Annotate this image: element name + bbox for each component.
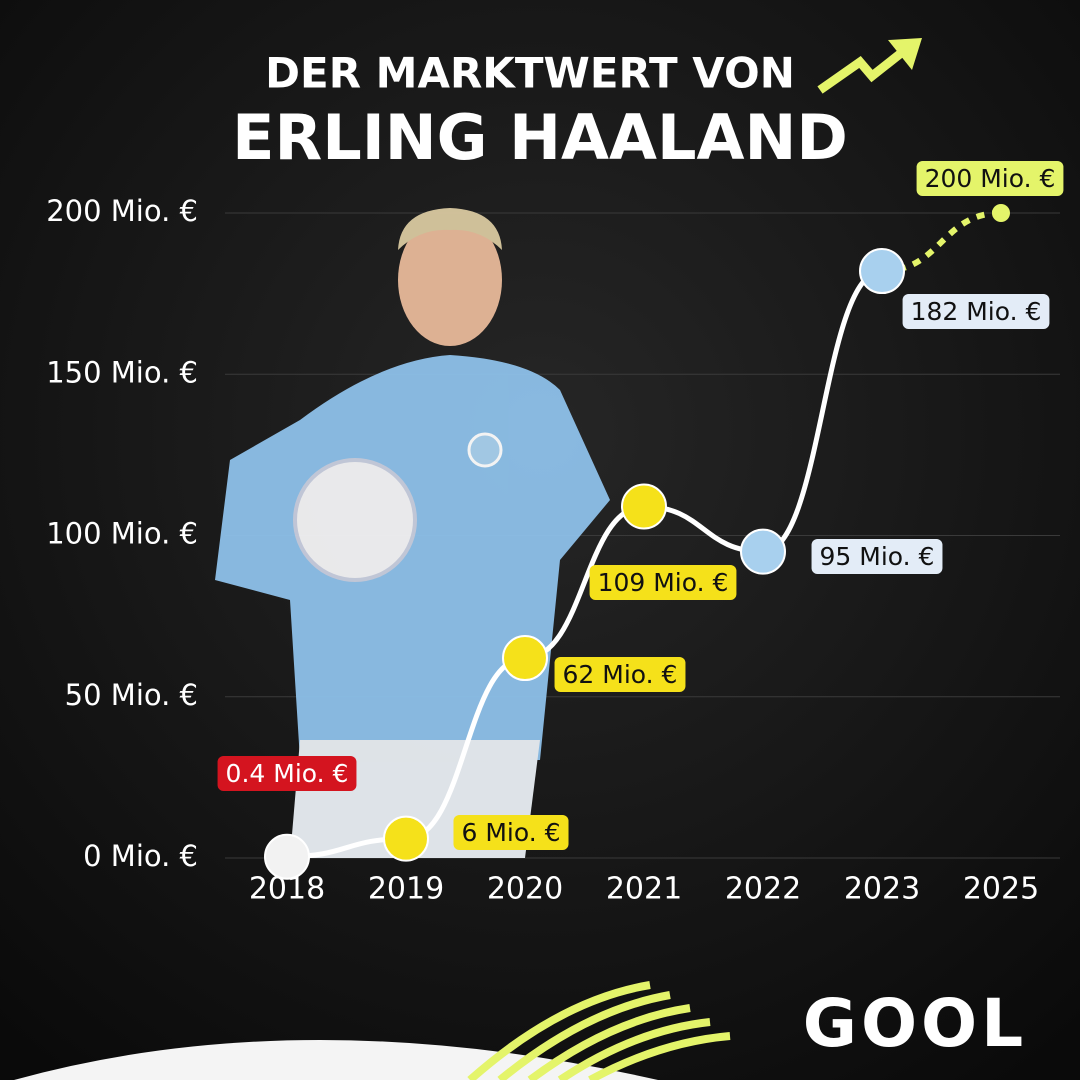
decor-wave <box>14 1040 658 1080</box>
trend-arrow-head <box>888 38 922 70</box>
trend-arrow <box>817 46 908 94</box>
value-label-box <box>217 756 357 791</box>
value-label: 109 Mio. € <box>598 568 729 597</box>
value-label: 0.4 Mio. € <box>226 759 349 788</box>
point-marker <box>992 204 1010 222</box>
point-marker <box>740 528 786 575</box>
point-marker <box>264 833 310 880</box>
value-label: 6 Mio. € <box>461 818 560 847</box>
value-label-box <box>453 815 569 850</box>
value-label-box <box>916 161 1064 196</box>
decor-stripes <box>467 981 731 1080</box>
point-marker <box>383 815 429 862</box>
value-label: 182 Mio. € <box>911 297 1042 326</box>
x-tick-label: 2023 <box>844 872 920 907</box>
x-tick-label: 2025 <box>963 872 1039 907</box>
y-tick-label: 50 Mio. € <box>65 678 198 712</box>
point-marker <box>621 483 667 530</box>
value-label: 200 Mio. € <box>925 164 1056 193</box>
point-marker <box>502 635 548 682</box>
brand-logo: GOOL <box>803 985 1027 1062</box>
y-tick-label: 100 Mio. € <box>46 517 198 551</box>
point-marker <box>859 248 905 295</box>
x-tick-label: 2019 <box>368 872 444 907</box>
value-label-box <box>902 294 1050 329</box>
value-label: 95 Mio. € <box>820 542 935 571</box>
x-tick-label: 2021 <box>606 872 682 907</box>
chart-title: DER MARKTWERT VON <box>265 49 795 98</box>
value-label-box <box>589 565 737 600</box>
value-label-box <box>554 657 686 692</box>
value-label-box <box>811 539 943 574</box>
chart-subtitle: ERLING HAALAND <box>232 101 848 174</box>
y-tick-label: 200 Mio. € <box>46 194 198 228</box>
value-label: 62 Mio. € <box>563 660 678 689</box>
x-tick-label: 2020 <box>487 872 563 907</box>
y-tick-label: 0 Mio. € <box>83 839 198 873</box>
x-tick-label: 2022 <box>725 872 801 907</box>
y-tick-label: 150 Mio. € <box>46 355 198 389</box>
